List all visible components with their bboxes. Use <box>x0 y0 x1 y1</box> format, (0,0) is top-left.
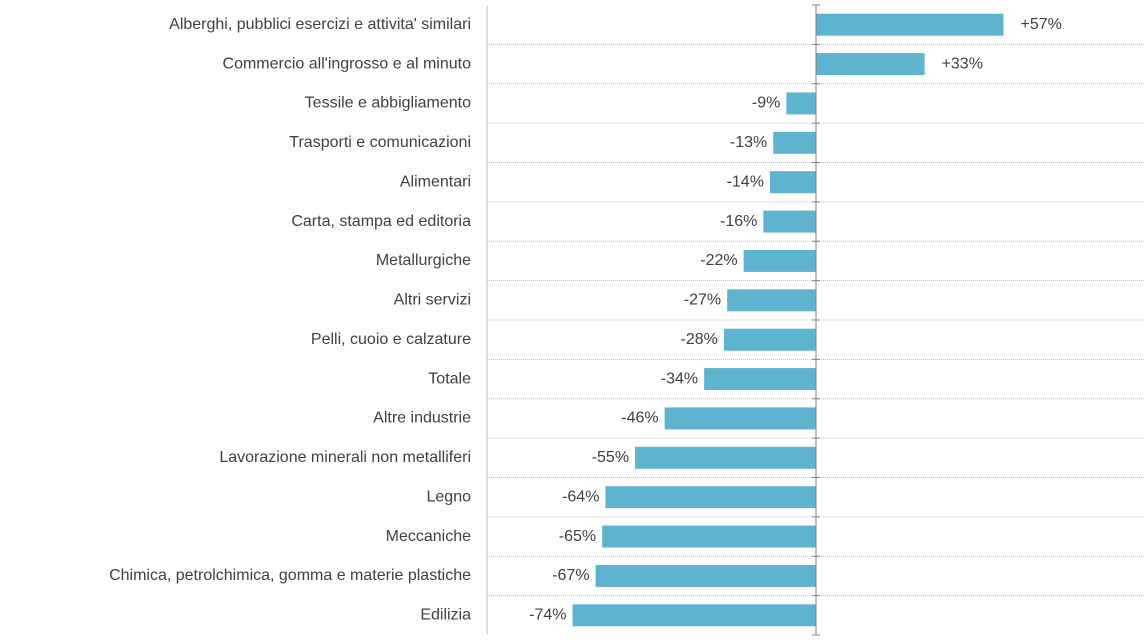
bar <box>786 92 816 115</box>
value-label: -65% <box>559 528 596 545</box>
bar <box>816 13 1004 36</box>
y-tick-label: Pelli, cuoio e calzature <box>311 331 471 348</box>
bar <box>769 171 816 194</box>
value-label: -14% <box>727 173 764 190</box>
value-label: -34% <box>661 370 698 387</box>
value-label: -9% <box>752 95 780 112</box>
y-tick-label: Trasporti e comunicazioni <box>289 134 471 151</box>
bar <box>595 564 816 587</box>
bar <box>723 328 816 351</box>
bar <box>816 53 925 76</box>
value-label: -22% <box>700 252 737 269</box>
y-tick-label: Altri servizi <box>394 292 471 309</box>
y-tick-label: Legno <box>427 488 472 505</box>
y-tick-label: Lavorazione minerali non metalliferi <box>219 449 471 466</box>
value-label: -16% <box>720 213 757 230</box>
y-tick-label: Commercio all'ingrosso e al minuto <box>223 55 472 72</box>
bar <box>727 289 816 312</box>
y-tick-label: Carta, stampa ed editoria <box>291 213 471 230</box>
bar <box>572 604 816 627</box>
value-label: -55% <box>592 449 629 466</box>
value-label: -27% <box>684 292 721 309</box>
bar <box>704 368 816 391</box>
y-tick-label: Chimica, petrolchimica, gomma e materie … <box>109 567 471 584</box>
value-label: -28% <box>681 331 718 348</box>
y-tick-label: Meccaniche <box>386 528 471 545</box>
bar <box>773 131 816 154</box>
y-tick-label: Metallurgiche <box>376 252 471 269</box>
bar <box>664 407 816 430</box>
bar <box>743 249 816 272</box>
value-label: +33% <box>942 55 983 72</box>
y-tick-label: Alimentari <box>400 173 471 190</box>
bar <box>602 525 816 548</box>
value-label: -13% <box>730 134 767 151</box>
value-label: -64% <box>562 488 599 505</box>
y-tick-label: Totale <box>428 370 471 387</box>
y-tick-label: Edilizia <box>420 607 471 624</box>
y-tick-label: Altre industrie <box>373 410 471 427</box>
value-label: +57% <box>1021 16 1062 33</box>
y-tick-label: Alberghi, pubblici esercizi e attivita' … <box>169 16 471 33</box>
y-tick-label: Tessile e abbigliamento <box>305 95 471 112</box>
value-label: -74% <box>529 607 566 624</box>
bar <box>635 446 816 469</box>
value-label: -46% <box>621 410 658 427</box>
value-label: -67% <box>552 567 589 584</box>
bar <box>763 210 816 233</box>
bar <box>605 486 816 509</box>
